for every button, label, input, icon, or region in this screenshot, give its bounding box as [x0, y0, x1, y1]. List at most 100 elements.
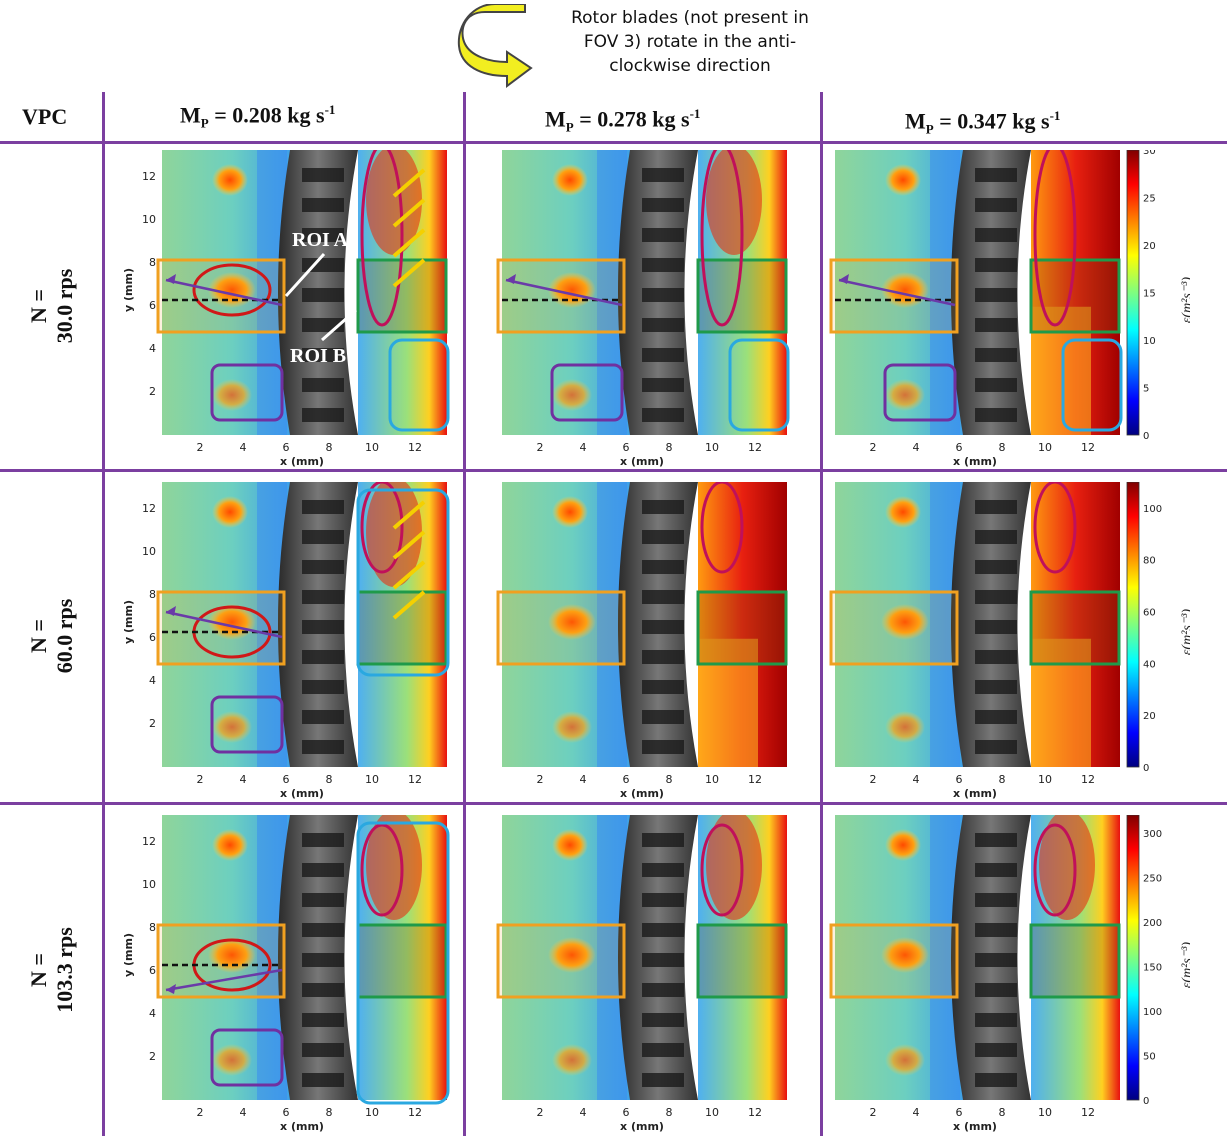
colorbar-tick-label: 0 [1143, 1096, 1149, 1107]
colorbar-tick-label: 50 [1143, 1051, 1156, 1062]
colorbar [1126, 815, 1140, 1101]
x-tick-label: 12 [1081, 773, 1095, 786]
colorbar-tick-label: 250 [1143, 873, 1162, 884]
x-axis-label: x (mm) [953, 787, 997, 800]
purple-vector-arrowhead [166, 274, 176, 284]
hotspot-upper [885, 496, 921, 528]
blade-slot [975, 530, 1017, 544]
x-tick-label: 10 [705, 441, 719, 454]
row-label-1: N = 30.0 rps [26, 268, 77, 344]
roi-label-b: ROI B [290, 345, 346, 367]
field-right-hotspot [366, 482, 422, 587]
x-tick-label: 6 [283, 441, 290, 454]
blade-slot [975, 560, 1017, 574]
colorbar [1126, 482, 1140, 768]
blade-slot [642, 258, 684, 272]
y-tick-label: 8 [149, 256, 156, 269]
x-tick-label: 6 [623, 1106, 630, 1119]
purple-vector-arrowhead [166, 984, 176, 994]
ellipse-magenta [700, 823, 744, 917]
ellipse-magenta [360, 482, 404, 574]
y-tick-label: 4 [149, 342, 156, 355]
purple-vector-line [165, 278, 283, 307]
colorbar-tick-label: 30 [1143, 150, 1156, 157]
x-tick-label: 12 [408, 1106, 422, 1119]
roi-box-purple [210, 695, 284, 754]
colorbar-label: ε(m²s⁻³) [1180, 942, 1190, 989]
x-tick-label: 6 [623, 773, 630, 786]
panel-r3-c3: 2 4 6 8 10 12 x (mm) 0 50 100 150 200 250 300 ε(m²s⁻³) [829, 815, 1190, 1133]
hotspot-middle [548, 937, 596, 973]
colorbar-label: ε(m²s⁻³) [1180, 277, 1190, 324]
blade-slot [302, 710, 344, 724]
row-label-2: N = 60.0 rps [26, 598, 77, 674]
blade-slot [302, 500, 344, 514]
yellow-flow-arrow [392, 560, 426, 590]
x-tick-label: 12 [408, 441, 422, 454]
x-tick-label: 4 [240, 1106, 247, 1119]
x-tick-label: 2 [870, 773, 877, 786]
colorbar-tick-label: 150 [1143, 962, 1162, 973]
x-tick-label: 12 [408, 773, 422, 786]
ellipse-magenta [1033, 482, 1077, 574]
blade-slot [642, 1043, 684, 1057]
panel-r1-c3: 2 4 6 8 10 12 x (mm) 0 5 10 15 20 25 30 ε(m²s⁻³) [829, 150, 1190, 468]
blade-slot [975, 893, 1017, 907]
field-right-hotspot [706, 815, 762, 920]
purple-vector-line [838, 278, 956, 307]
blade-slot [975, 288, 1017, 302]
colorbar-tick-label: 200 [1143, 918, 1162, 929]
roi-a-arrow [284, 252, 326, 298]
blade-slot [642, 953, 684, 967]
x-tick-label: 6 [956, 1106, 963, 1119]
yellow-flow-arrow [392, 500, 426, 530]
blade-slot [302, 893, 344, 907]
blade-slot [975, 1073, 1017, 1087]
y-tick-label: 4 [149, 1007, 156, 1020]
blade-slot [642, 500, 684, 514]
colorbar-tick-label: 40 [1143, 659, 1156, 670]
x-tick-label: 6 [956, 441, 963, 454]
blade-slot [302, 650, 344, 664]
field-right-hotspot [366, 150, 422, 255]
x-tick-label: 4 [913, 1106, 920, 1119]
blade-slot [975, 740, 1017, 754]
blade-slot [975, 318, 1017, 332]
yellow-flow-arrow [392, 198, 426, 228]
hotspot-upper [212, 496, 248, 528]
x-tick-label: 2 [197, 441, 204, 454]
x-axis-label: x (mm) [280, 1120, 324, 1133]
x-tick-label: 8 [326, 773, 333, 786]
blade-slot [302, 863, 344, 877]
hotspot-lower [885, 711, 925, 743]
hotspot-upper [885, 164, 921, 196]
blade-slot [642, 348, 684, 362]
purple-vector-arrowhead [506, 274, 516, 284]
roi-box-purple [210, 1028, 284, 1087]
roi-box-orange [496, 590, 626, 666]
hotspot-upper [552, 496, 588, 528]
roi-b-arrow [321, 308, 357, 342]
blade-slot [642, 288, 684, 302]
x-tick-label: 8 [999, 773, 1006, 786]
roi-box-orange [829, 590, 959, 666]
hotspot-middle [881, 937, 929, 973]
x-tick-label: 4 [580, 1106, 587, 1119]
x-axis-label: x (mm) [953, 455, 997, 468]
grid-vline-2 [463, 92, 466, 1136]
y-tick-label: 10 [142, 545, 156, 558]
blade-slot [642, 620, 684, 634]
yellow-flow-arrow [392, 530, 426, 560]
x-tick-label: 8 [326, 441, 333, 454]
x-tick-label: 8 [666, 773, 673, 786]
colorbar-tick-label: 15 [1143, 289, 1156, 300]
panel-r2-c1: 2 4 6 8 10 12 x (mm) 2 4 6 8 10 12 y (mm) [122, 482, 450, 800]
yellow-flow-arrow [392, 258, 426, 288]
blade-slot [642, 168, 684, 182]
blade-slot [975, 710, 1017, 724]
roi-box-orange [496, 258, 626, 334]
roi-box-blue [356, 821, 450, 1105]
rotation-note-line-2: FOV 3) rotate in the anti- [583, 32, 797, 52]
roi-box-green [696, 590, 788, 666]
grid-vline-1 [102, 92, 105, 1136]
